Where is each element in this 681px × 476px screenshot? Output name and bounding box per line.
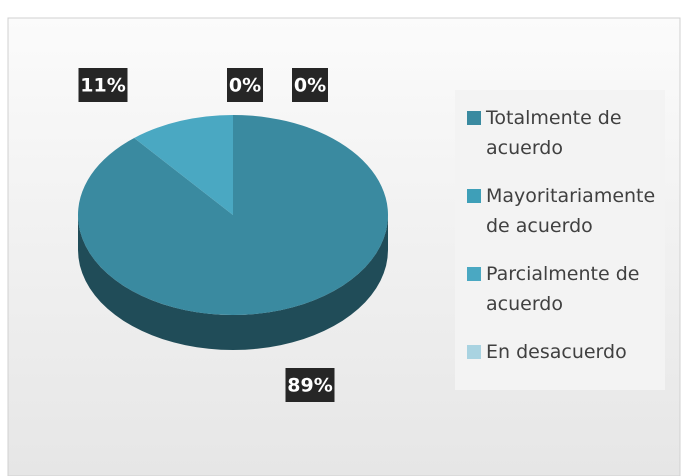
value-label: 11% [80,75,125,97]
value-label: 0% [294,75,326,97]
legend-swatch [467,189,481,203]
legend-label: En desacuerdo [486,341,627,363]
pie-side [78,215,388,350]
legend-swatch [467,111,481,125]
value-label: 0% [229,75,261,97]
pie-slice [77,115,389,316]
legend-label: Totalmente de acuerdo [485,107,622,159]
value-label-box [78,68,128,102]
legend-swatch [467,345,481,359]
legend-label: Parcialmente de acuerdo [486,263,639,315]
value-label-box [227,68,263,102]
value-label-box [285,368,335,402]
legend-box [455,90,665,390]
value-label-box [292,68,328,102]
pie-slice [134,115,233,215]
value-label: 89% [287,375,332,397]
legend-label: Mayoritariamente de acuerdo [486,185,655,237]
legend-swatch [467,267,481,281]
